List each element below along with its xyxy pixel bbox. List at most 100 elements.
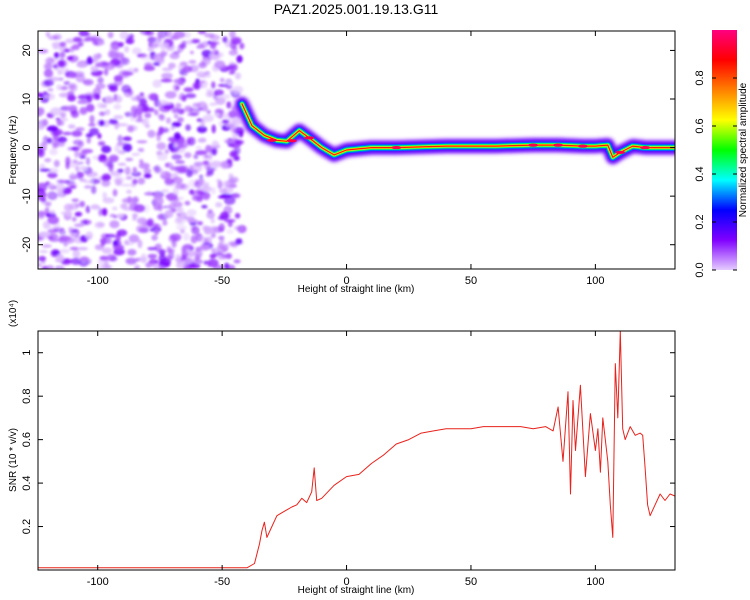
noise-blob (75, 203, 80, 208)
noise-blob (90, 66, 99, 72)
noise-blob (102, 197, 115, 204)
noise-blob (38, 125, 45, 130)
snr-y-tick-label: 1 (21, 350, 33, 356)
noise-blob (147, 253, 158, 259)
noise-blob (171, 146, 181, 151)
noise-blob (136, 140, 148, 144)
noise-blob (127, 249, 137, 256)
noise-blob (133, 67, 139, 73)
snr-y-tick-label: 0.6 (21, 432, 33, 447)
noise-blob (132, 213, 138, 219)
noise-blob (183, 87, 194, 93)
noise-blob (75, 127, 85, 132)
noise-blob (143, 173, 152, 179)
noise-blob (207, 152, 212, 162)
noise-blob (121, 57, 130, 65)
noise-blob (39, 250, 49, 254)
noise-blob (106, 237, 112, 245)
noise-blob (196, 80, 206, 84)
noise-blob (100, 241, 106, 247)
noise-blob (88, 122, 96, 127)
spectrogram-x-tick-label: -100 (87, 275, 109, 287)
noise-blob (109, 155, 119, 163)
noise-blob (197, 221, 203, 226)
noise-blob (164, 178, 175, 185)
noise-blob (77, 99, 89, 105)
noise-blob (132, 166, 137, 174)
noise-blob (232, 38, 240, 45)
noise-blob (109, 45, 121, 50)
noise-blob (125, 157, 134, 162)
noise-blob (198, 43, 205, 49)
noise-blob (77, 246, 89, 251)
noise-blob (70, 232, 76, 238)
noise-blob (133, 108, 144, 115)
noise-blob (38, 107, 45, 116)
noise-blob (120, 203, 128, 210)
noise-blob (41, 197, 47, 203)
noise-blob (101, 179, 111, 187)
noise-blob (49, 209, 56, 215)
noise-blob (217, 242, 224, 249)
noise-blob (42, 265, 49, 269)
noise-blob (202, 104, 208, 112)
noise-blob (45, 57, 55, 65)
noise-blob (226, 101, 232, 109)
noise-blob (53, 141, 60, 149)
noise-blob (122, 143, 133, 152)
noise-blob (182, 265, 193, 269)
noise-blob (98, 207, 103, 217)
noise-blob (55, 117, 60, 121)
noise-blob (104, 109, 111, 116)
noise-blob (69, 45, 75, 53)
noise-blob (102, 191, 108, 199)
noise-blob (168, 234, 177, 243)
noise-blob (220, 94, 231, 100)
noise-blob (171, 121, 182, 128)
noise-blob (171, 107, 178, 114)
noise-blob (208, 226, 219, 234)
noise-blob (112, 189, 118, 197)
spectrogram-y-axis-label: Frequency (Hz) (8, 116, 19, 185)
noise-blob (60, 112, 67, 118)
noise-blob (47, 215, 60, 225)
spectrogram-x-axis-label: Height of straight line (km) (298, 284, 415, 295)
noise-blob (42, 221, 51, 230)
noise-blob (38, 255, 47, 262)
noise-blob (48, 167, 59, 174)
noise-blob (109, 213, 116, 218)
noise-blob (95, 265, 108, 269)
noise-blob (164, 210, 174, 219)
snr-x-ticks: -100 -50 0 50 100 (87, 331, 605, 588)
noise-blob (224, 218, 236, 223)
noise-blob (183, 243, 193, 249)
noise-blob (201, 204, 208, 209)
noise-blob (109, 85, 118, 92)
noise-blob (113, 104, 122, 110)
noise-blob (132, 178, 138, 185)
noise-blob (67, 94, 76, 102)
noise-blob (85, 57, 94, 65)
snr-y-tick-label: 0.4 (21, 475, 33, 490)
noise-blob (235, 238, 243, 245)
snr-y-ticks: 0.2 0.4 0.6 0.8 1 (21, 350, 675, 534)
noise-blob (235, 72, 242, 80)
noise-blob (63, 242, 68, 247)
noise-blob (187, 113, 199, 117)
noise-blob (117, 162, 127, 166)
noise-blob (207, 258, 219, 267)
noise-blob (167, 197, 180, 202)
noise-blob (170, 125, 176, 131)
noise-blob (125, 176, 133, 180)
spectrogram-x-tick-label: 50 (465, 275, 477, 287)
noise-blob (72, 36, 83, 43)
noise-blob (173, 113, 179, 119)
noise-blob (49, 226, 59, 230)
noise-blob (233, 225, 242, 231)
noise-blob (79, 256, 90, 263)
noise-blob (151, 234, 158, 241)
noise-blob (126, 189, 132, 194)
noise-blob (117, 123, 129, 127)
spectrogram-x-tick-label: 0 (343, 275, 349, 287)
